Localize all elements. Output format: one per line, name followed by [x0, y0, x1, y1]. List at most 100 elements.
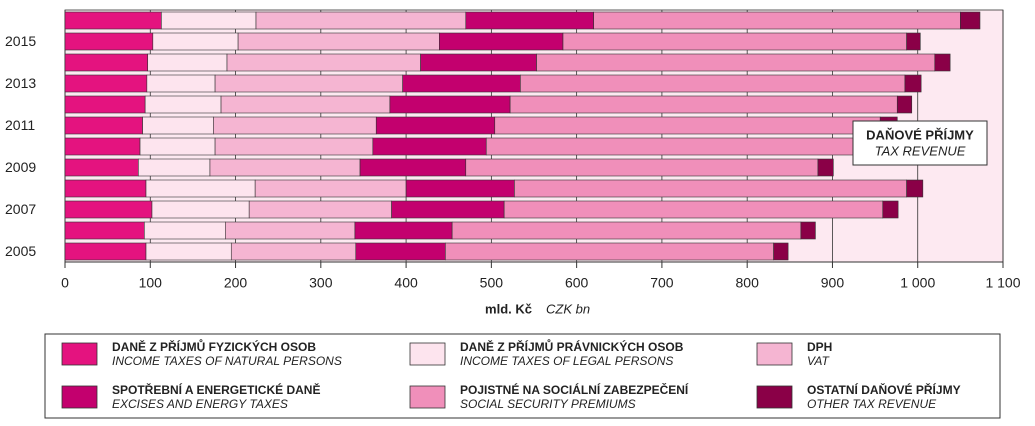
bar-segment [64, 179, 147, 198]
bar-segment [152, 32, 239, 51]
legend-swatch [756, 342, 793, 366]
bar-segment [906, 32, 921, 51]
x-tick-label: 100 [139, 275, 163, 291]
y-tick-label: 2009 [5, 159, 36, 175]
bar-segment [145, 179, 256, 198]
bar-segment [146, 74, 216, 93]
bar-segment [562, 32, 907, 51]
bar-segment [209, 158, 361, 177]
bar-segment [520, 74, 906, 93]
bar-segment [226, 53, 421, 72]
x-tick-label: 900 [821, 275, 845, 291]
bar-segment [817, 158, 834, 177]
x-tick-label: 600 [565, 275, 589, 291]
bar-segment [145, 242, 232, 261]
bar-segment [248, 200, 392, 219]
bar-segment [896, 95, 913, 114]
bar-segment [225, 221, 356, 240]
y-tick-label: 2013 [5, 75, 36, 91]
bar-segment [64, 221, 145, 240]
bar-segment [64, 11, 162, 30]
bar-segment [144, 95, 222, 114]
x-tick-label: 1 000 [900, 275, 935, 291]
bar-segment [375, 116, 496, 135]
plot-background [64, 9, 1004, 263]
legend-box [44, 333, 1001, 419]
x-tick-label: 400 [394, 275, 418, 291]
annotation-box [852, 120, 988, 166]
x-tick-label: 200 [224, 275, 248, 291]
bar-segment [354, 221, 453, 240]
bar-segment [138, 158, 211, 177]
bar-segment [904, 74, 922, 93]
legend-label: DPH [807, 340, 832, 354]
bar-segment [64, 32, 154, 51]
legend-label-en: INCOME TAXES OF LEGAL PERSONS [460, 354, 673, 368]
bar-segment [355, 242, 446, 261]
bar-segment [144, 221, 226, 240]
y-tick-label: 2007 [5, 201, 36, 217]
bar-segment [402, 74, 521, 93]
bar-segment [147, 53, 228, 72]
bar-segment [465, 11, 594, 30]
legend-label-en: OTHER TAX REVENUE [807, 397, 937, 411]
legend-swatch [61, 385, 98, 409]
legend-swatch [409, 385, 446, 409]
bar-segment [514, 179, 907, 198]
bar-segment [391, 200, 505, 219]
bar-segment [64, 242, 147, 261]
legend-label-en: VAT [807, 354, 830, 368]
bar-segment [389, 95, 511, 114]
x-axis-label-en: CZK bn [546, 301, 590, 316]
legend-swatch [409, 342, 446, 366]
bar-segment [509, 95, 898, 114]
bar-segment [64, 53, 149, 72]
legend-swatch [756, 385, 793, 409]
x-tick-label: 1 100 [985, 275, 1020, 291]
bar-segment [800, 221, 816, 240]
x-tick-label: 700 [650, 275, 674, 291]
x-tick-label: 500 [480, 275, 504, 291]
bar-segment [214, 137, 374, 156]
bar-segment [151, 200, 250, 219]
bar-segment [445, 242, 774, 261]
bar-segment [465, 158, 819, 177]
legend-label-en: EXCISES AND ENERGY TAXES [112, 397, 288, 411]
bar-segment [64, 200, 153, 219]
bar-segment [420, 53, 537, 72]
x-tick-label: 0 [61, 275, 69, 291]
bar-segment [934, 53, 951, 72]
bar-segment [593, 11, 961, 30]
bar-segment [214, 74, 403, 93]
bar-segment [64, 95, 146, 114]
bar-segment [254, 179, 407, 198]
bar-segment [485, 137, 858, 156]
bar-segment [906, 179, 924, 198]
bar-segment [503, 200, 884, 219]
bar-segment [161, 11, 257, 30]
annotation-en: TAX REVENUE [875, 143, 966, 158]
x-axis-label: mld. Kč [485, 301, 532, 316]
y-tick-label: 2015 [5, 33, 36, 49]
legend-label-en: SOCIAL SECURITY PREMIUMS [460, 397, 636, 411]
bar-segment [64, 137, 141, 156]
bar-segment [359, 158, 467, 177]
bar-segment [372, 137, 487, 156]
legend-label: POJISTNÉ NA SOCIÁLNÍ ZABEZPEČENÍ [460, 382, 689, 397]
bar-segment [230, 242, 357, 261]
bar-segment [255, 11, 467, 30]
legend-label: SPOTŘEBNÍ A ENERGETICKÉ DANĚ [112, 382, 320, 397]
bar-segment [142, 116, 214, 135]
bar-segment [64, 116, 143, 135]
legend-label: OSTATNÍ DAŇOVÉ PŘÍJMY [807, 382, 961, 397]
y-tick-label: 2011 [5, 117, 35, 133]
bar-segment [960, 11, 981, 30]
legend-label-en: INCOME TAXES OF NATURAL PERSONS [112, 354, 342, 368]
legend-swatch [61, 342, 98, 366]
y-tick-label: 2005 [5, 243, 36, 259]
legend-label: DANĚ Z PŘÍJMŮ PRÁVNICKÝCH OSOB [460, 338, 684, 354]
x-tick-label: 800 [736, 275, 760, 291]
bar-segment [536, 53, 936, 72]
bar-segment [451, 221, 802, 240]
